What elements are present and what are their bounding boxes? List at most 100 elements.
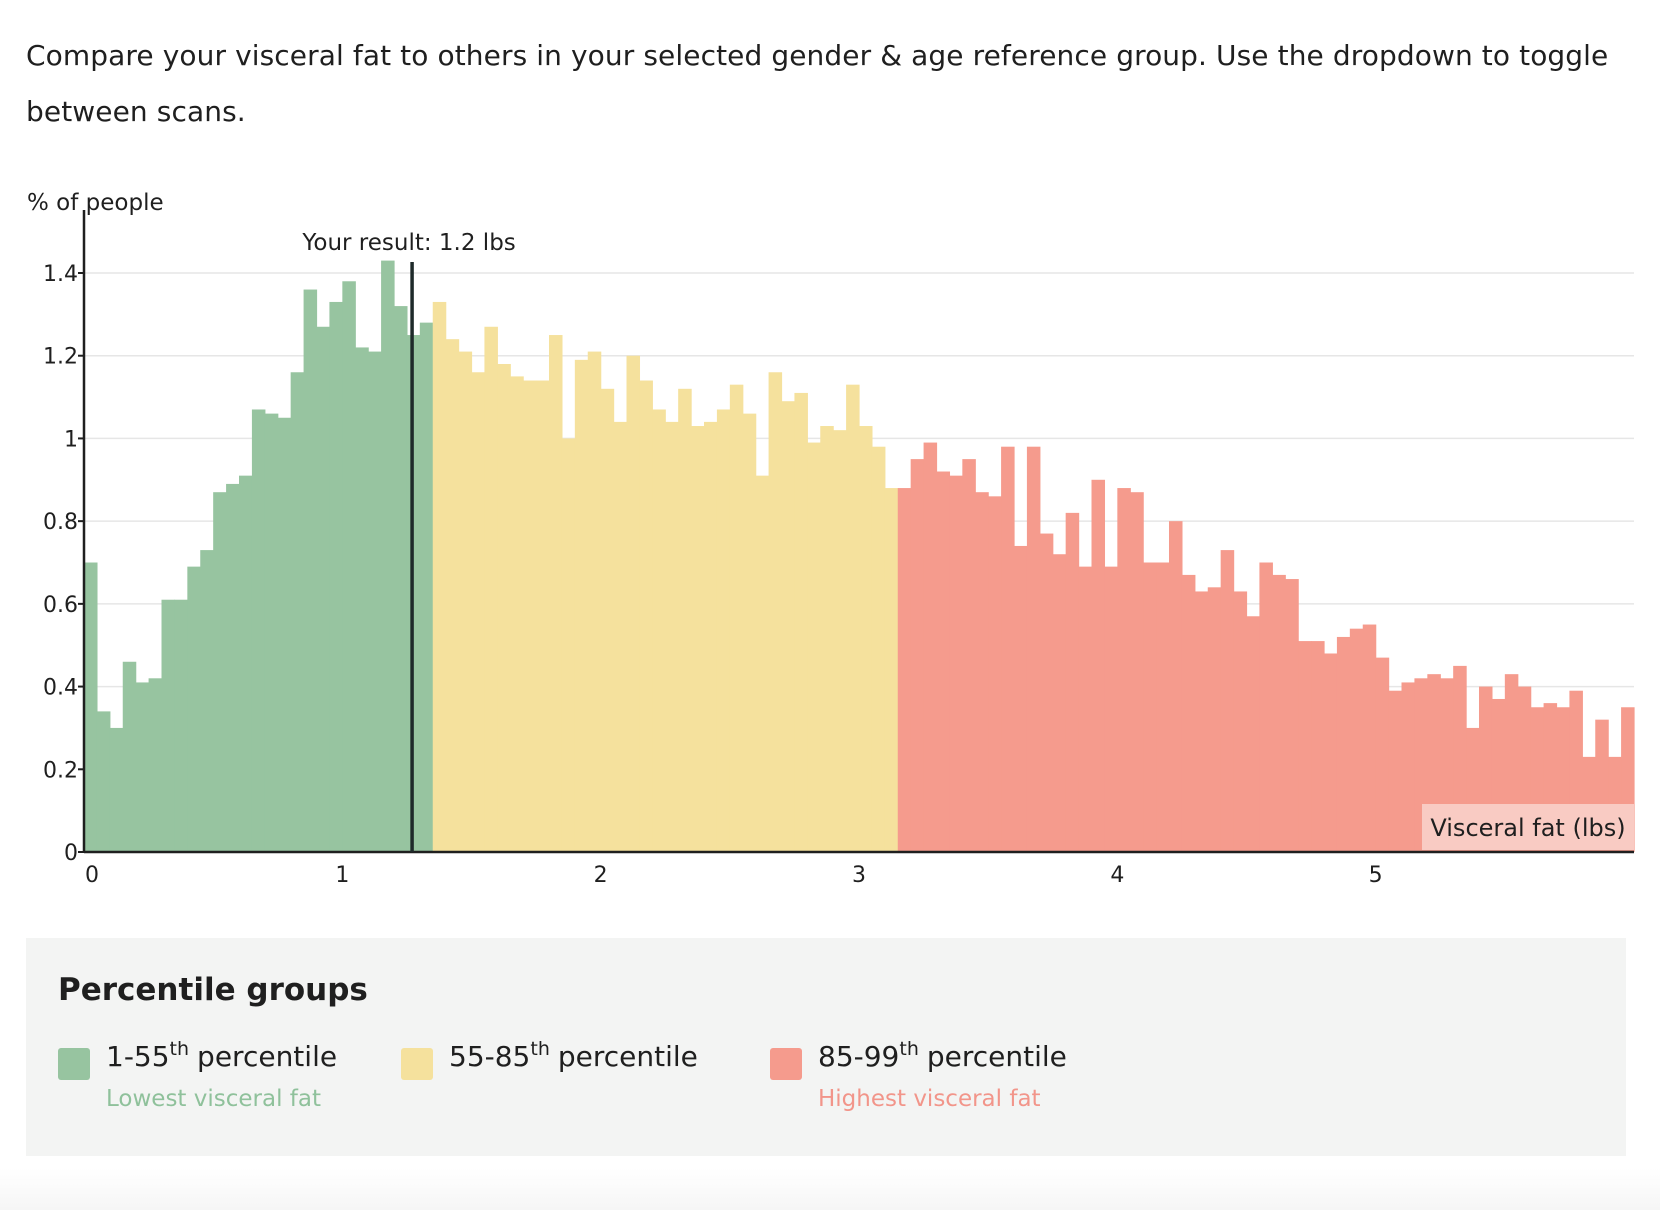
histogram-bar xyxy=(1401,682,1416,852)
histogram-bar xyxy=(277,417,292,852)
histogram-bar xyxy=(445,339,460,852)
histogram-bar xyxy=(1298,641,1312,852)
histogram-bar xyxy=(587,351,602,852)
histogram-bar xyxy=(213,492,227,852)
histogram-bar xyxy=(574,359,589,852)
legend-label: 55-85th percentile xyxy=(449,1038,698,1074)
x-tick-label: 3 xyxy=(852,863,866,888)
histogram-bar xyxy=(226,483,240,852)
y-tick-label: 0.8 xyxy=(43,510,78,535)
x-tick-label: 2 xyxy=(594,863,608,888)
histogram-bar xyxy=(1259,562,1273,852)
visceral-fat-histogram: Your result: 1.2 lbs 0 0.2 0.4 0.6 0.8 1 1.2 1.… xyxy=(27,190,1635,888)
y-tick-label: 0.6 xyxy=(43,593,78,618)
x-tick-label: 4 xyxy=(1110,863,1124,888)
histogram-bar xyxy=(1130,492,1144,852)
histogram-bar xyxy=(109,727,124,852)
axes xyxy=(78,210,1634,854)
x-axis-label: Visceral fat (lbs) xyxy=(1430,814,1625,842)
histogram-bar xyxy=(122,661,137,852)
legend-title: Percentile groups xyxy=(58,972,368,1008)
histogram-bar xyxy=(290,372,305,852)
histogram-bar xyxy=(200,550,214,852)
legend-sublabel: Lowest visceral fat xyxy=(106,1086,321,1112)
histogram-bar xyxy=(174,599,188,852)
histogram-bar xyxy=(523,380,537,852)
histogram-bar xyxy=(833,430,847,852)
histogram-bar xyxy=(1220,550,1235,852)
legend-label: 85-99th percentile xyxy=(818,1038,1067,1074)
histogram-bar xyxy=(484,326,498,852)
histogram-bar xyxy=(1311,641,1325,852)
y-tick-label: 1.2 xyxy=(43,345,78,370)
y-tick-label: 1 xyxy=(64,427,78,452)
histogram-bar xyxy=(1091,479,1106,852)
histogram-bar xyxy=(471,372,486,852)
legend-swatch-red xyxy=(770,1048,802,1080)
histogram-bar xyxy=(639,380,653,852)
histogram-bar xyxy=(239,475,253,852)
histogram-bar xyxy=(742,413,757,852)
histogram-bar xyxy=(988,496,1002,852)
histogram-bar xyxy=(536,380,550,852)
histogram-bar xyxy=(678,388,692,852)
histogram-bar xyxy=(251,409,266,852)
y-tick-label: 0.4 xyxy=(43,676,78,701)
intro-text: Compare your visceral fat to others in y… xyxy=(26,39,1609,128)
histogram-bar xyxy=(1324,653,1338,852)
histogram-bar xyxy=(135,682,150,852)
histogram-bar xyxy=(1181,574,1196,852)
histogram-bar xyxy=(910,459,925,852)
histogram-bar xyxy=(96,711,111,852)
histogram-bar xyxy=(820,426,834,852)
histogram-bar xyxy=(1104,566,1118,852)
histogram-bar xyxy=(794,392,808,852)
histogram-bar xyxy=(381,260,395,852)
histogram-bar xyxy=(329,301,343,852)
histogram-bar xyxy=(949,475,963,852)
histogram-bar xyxy=(316,326,331,852)
histogram-bar xyxy=(148,678,163,852)
histogram-bar xyxy=(1039,533,1054,852)
histogram-bar xyxy=(342,281,356,852)
percentile-legend: Percentile groups 1-55th percentile Lowes… xyxy=(26,938,1626,1156)
histogram-bar xyxy=(626,355,641,852)
histogram-bar xyxy=(691,426,705,852)
histogram-bar xyxy=(781,401,796,852)
axis-labels: 0 0.2 0.4 0.6 0.8 1 1.2 1.4 0 1 2 3 4 5 % of people Vis… xyxy=(27,190,1634,888)
y-tick-label: 0 xyxy=(64,841,78,866)
histogram-bar xyxy=(161,599,176,852)
histogram-bar xyxy=(768,372,783,852)
histogram-bar xyxy=(549,335,563,852)
histogram-bar xyxy=(458,351,473,852)
y-tick-label: 0.2 xyxy=(43,758,78,783)
histogram-bar xyxy=(419,322,434,853)
histogram-bar xyxy=(936,471,951,852)
histogram-bar xyxy=(510,376,524,852)
histogram-bar xyxy=(355,347,369,852)
histogram-bar xyxy=(600,388,615,852)
legend-label: 1-55th percentile xyxy=(106,1038,338,1074)
histogram-bar xyxy=(497,363,511,852)
result-marker-label: Your result: 1.2 lbs xyxy=(301,230,515,256)
histogram-bar xyxy=(859,426,873,852)
histogram-bar xyxy=(665,421,679,852)
histogram-bar xyxy=(187,566,201,852)
histogram-bar xyxy=(613,421,628,852)
histogram-bar xyxy=(1169,521,1183,852)
legend-swatch-yellow xyxy=(401,1048,433,1080)
histogram-bar xyxy=(1272,574,1286,852)
histogram-bars xyxy=(84,260,1635,853)
histogram-bar xyxy=(704,421,718,852)
bottom-fade xyxy=(0,1168,1660,1210)
histogram-bar xyxy=(84,562,98,852)
histogram-bar xyxy=(1052,554,1067,852)
histogram-bar xyxy=(1014,545,1028,852)
histogram-bar xyxy=(1078,566,1093,852)
histogram-bar xyxy=(1349,628,1364,852)
histogram-bar xyxy=(1207,587,1222,852)
histogram-bar xyxy=(1026,446,1041,852)
histogram-bar xyxy=(975,492,989,852)
histogram-bar xyxy=(303,289,318,852)
